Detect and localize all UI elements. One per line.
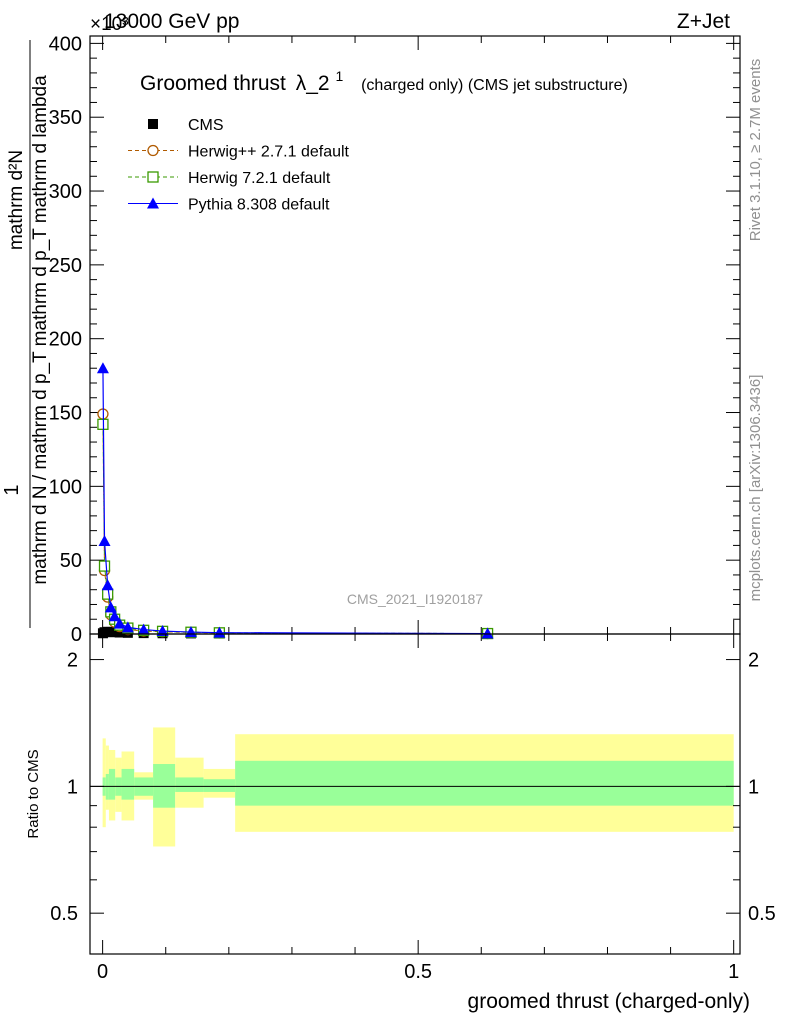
data-point bbox=[137, 623, 150, 635]
data-point bbox=[96, 362, 109, 374]
plot-title: Groomed thrust λ_2 1 (charged only) (CMS… bbox=[140, 63, 628, 95]
y-tick-label: 50 bbox=[60, 550, 82, 572]
data-point bbox=[156, 625, 169, 637]
data-point bbox=[98, 534, 111, 546]
x-tick-label: 0 bbox=[97, 961, 108, 983]
legend: CMS Herwig++ 2.7.1 default Herwig 7.2.1 de… bbox=[128, 117, 350, 214]
legend-marker bbox=[148, 119, 158, 129]
data-point bbox=[114, 627, 125, 638]
ylabel-denominator: mathrm d N / mathrm d p_T mathrm d p_T m… bbox=[30, 75, 51, 585]
data-point bbox=[101, 579, 114, 591]
x-tick-labels: 0 0.5 1 bbox=[97, 961, 739, 983]
data-point bbox=[121, 621, 134, 633]
data-point bbox=[109, 627, 120, 638]
ratio-inner-band bbox=[175, 777, 204, 792]
ratio-plot-frame bbox=[89, 633, 741, 955]
data-point bbox=[102, 588, 114, 600]
ratio-y-tick-label: 2 bbox=[67, 650, 78, 672]
exponent-label: ×10³ bbox=[90, 14, 129, 35]
ratio-inner-band bbox=[203, 779, 236, 792]
title-main: Groomed thrust bbox=[140, 72, 286, 95]
legend-marker bbox=[147, 144, 159, 157]
x-axis-label: groomed thrust (charged-only) bbox=[468, 990, 750, 1013]
title-lambda-sup: 1 bbox=[335, 68, 343, 84]
rivet-label: Rivet 3.1.10, ≥ 2.7M events bbox=[747, 59, 764, 242]
legend-marker bbox=[147, 171, 159, 183]
ratio-y-tick-label-right: 2 bbox=[748, 650, 759, 672]
legend-marker bbox=[147, 197, 159, 209]
ylabel-one: 1 bbox=[1, 484, 23, 495]
y-tick-label: 200 bbox=[49, 329, 82, 351]
legend-label: Pythia 8.308 default bbox=[188, 197, 330, 214]
data-point bbox=[113, 617, 126, 629]
x-tick-label: 1 bbox=[728, 961, 739, 983]
ratio-inner-band bbox=[121, 768, 135, 800]
x-tick-label: 0.5 bbox=[404, 961, 432, 983]
y-tick-label: 250 bbox=[49, 255, 82, 277]
legend-label: Herwig 7.2.1 default bbox=[188, 170, 331, 187]
ratio-inner-band bbox=[235, 760, 734, 806]
title-lambda: λ_2 bbox=[296, 72, 330, 95]
top-y-axis-label: 1 mathrm d²N mathrm d N / mathrm d p_T m… bbox=[1, 40, 51, 628]
y-tick-label: 400 bbox=[49, 33, 82, 55]
ratio-axis-ticks bbox=[90, 634, 740, 954]
ratio-y-tick-label: 1 bbox=[67, 776, 78, 798]
title-sub: (charged only) (CMS jet substructure) bbox=[361, 77, 628, 94]
y-tick-label: 100 bbox=[49, 476, 82, 498]
ratio-y-tick-label-right: 1 bbox=[748, 776, 759, 798]
analysis-watermark: CMS_2021_I1920187 bbox=[347, 591, 483, 607]
ratio-inner-band bbox=[153, 764, 176, 808]
data-point bbox=[108, 610, 121, 622]
legend-label: CMS bbox=[188, 117, 224, 134]
ratio-inner-band bbox=[108, 768, 116, 800]
ratio-y-tick-label: 0.5 bbox=[50, 903, 78, 925]
top-axis-ticks bbox=[90, 36, 740, 635]
y-tick-label: 150 bbox=[49, 403, 82, 425]
ratio-y-tick-labels: 0.5 0.5 1 1 2 2 bbox=[50, 650, 776, 926]
data-series bbox=[96, 362, 494, 640]
y-tick-label: 0 bbox=[71, 624, 82, 646]
ratio-y-tick-label-right: 0.5 bbox=[748, 903, 776, 925]
data-point bbox=[481, 627, 494, 639]
y-tick-label: 350 bbox=[49, 107, 82, 129]
ratio-uncertainty-bands bbox=[102, 727, 734, 847]
data-point bbox=[104, 601, 117, 613]
data-point bbox=[98, 560, 111, 572]
legend-label: Herwig++ 2.7.1 default bbox=[188, 144, 350, 161]
top-y-tick-labels: 0 50 100 150 200 250 300 350 400 bbox=[49, 33, 82, 646]
header-right: Z+Jet bbox=[677, 10, 730, 33]
mcplots-label: mcplots.cern.ch [arXiv:1306.3436] bbox=[747, 375, 764, 602]
data-point bbox=[213, 626, 226, 638]
ratio-y-axis-label: Ratio to CMS bbox=[25, 749, 42, 838]
header-left: 13000 GeV pp bbox=[104, 10, 239, 33]
y-tick-label: 300 bbox=[49, 181, 82, 203]
ylabel-numerator: mathrm d²N bbox=[6, 150, 27, 250]
